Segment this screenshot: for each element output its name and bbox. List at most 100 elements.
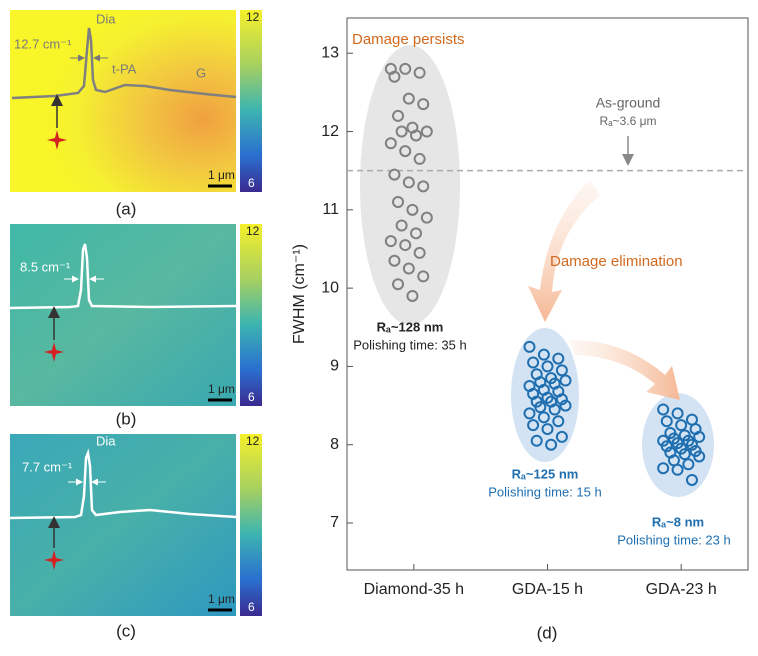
point (548, 403, 561, 416)
y-tick-label: 11 (322, 201, 339, 218)
point (541, 423, 554, 436)
point (392, 278, 405, 291)
point (388, 254, 401, 267)
point (559, 374, 572, 387)
point (527, 419, 540, 432)
annotation: Damage persists (352, 31, 465, 48)
point (530, 434, 543, 447)
annotation: G (196, 65, 206, 80)
point (395, 219, 408, 232)
point (420, 125, 433, 138)
scale-bar-label: 1 μm (208, 382, 235, 396)
point (417, 180, 430, 193)
point (678, 448, 691, 461)
point (682, 458, 695, 471)
panel-b: 12 6 8.5 cm⁻¹ 1 μm (b) (9, 224, 262, 428)
colorbar-tick: 12 (246, 224, 260, 238)
y-tick-label: 12 (321, 123, 339, 140)
colorbar-tick: 6 (248, 600, 255, 614)
y-tick-label: 13 (321, 44, 339, 61)
point (685, 473, 698, 486)
group-label: Rₐ~128 nm (377, 319, 444, 334)
panel-a: 12 6 Dia 12.7 cm⁻¹ t-PA G 1 μm (a) (10, 10, 262, 218)
point (392, 109, 405, 122)
annotation: t-PA (112, 61, 137, 76)
x-tick-label: GDA-23 h (646, 581, 717, 598)
point (657, 403, 670, 416)
star (47, 130, 67, 150)
width-label: 12.7 cm⁻¹ (14, 36, 72, 51)
width-label: 8.5 cm⁻¹ (20, 259, 71, 274)
peak-label: Dia (96, 11, 116, 26)
panel-c: 12 6 Dia 7.7 cm⁻¹ 1 μm (c) (9, 433, 262, 640)
point (552, 415, 565, 428)
point (413, 246, 426, 259)
panel-label: (c) (116, 621, 136, 640)
x-tick-label: GDA-15 h (512, 581, 583, 598)
point (660, 440, 673, 453)
point (671, 407, 684, 420)
point (399, 62, 412, 75)
group-sublabel: Polishing time: 15 h (488, 484, 601, 499)
point (523, 407, 536, 420)
point (675, 419, 688, 432)
panel-label: (b) (116, 409, 137, 428)
annotation: As-ground (596, 95, 661, 111)
group-sublabel: Polishing time: 35 h (353, 337, 466, 352)
spectrum (9, 243, 237, 310)
point (534, 401, 547, 414)
point (402, 176, 415, 189)
point (388, 70, 401, 83)
y-tick-label: 7 (330, 514, 339, 531)
point (657, 462, 670, 475)
point (406, 289, 419, 302)
map (10, 434, 236, 616)
colorbar (240, 434, 262, 616)
annotation: Damage elimination (550, 253, 683, 270)
point (402, 92, 415, 105)
spectrum (11, 27, 237, 100)
spectrum (9, 448, 237, 520)
point (399, 145, 412, 158)
point (413, 152, 426, 165)
point (660, 415, 673, 428)
group-label: Rₐ~8 nm (652, 514, 704, 529)
point (402, 262, 415, 275)
scale-bar-label: 1 μm (208, 592, 235, 606)
point (555, 364, 568, 377)
peak-label: Dia (96, 433, 116, 448)
y-tick-label: 10 (321, 279, 339, 296)
point (392, 196, 405, 208)
point (413, 66, 426, 79)
point (410, 129, 423, 142)
map (10, 10, 236, 192)
x-tick-label: Diamond-35 h (364, 581, 465, 598)
point (388, 168, 401, 181)
colorbar (240, 224, 262, 406)
map (10, 224, 236, 406)
colorbar-tick: 6 (248, 176, 255, 190)
width-label: 7.7 cm⁻¹ (22, 459, 73, 474)
panel-label: (a) (116, 199, 137, 218)
colorbar-tick: 12 (246, 434, 260, 448)
point (693, 450, 706, 463)
point (384, 235, 397, 248)
point (537, 411, 550, 424)
point (555, 393, 568, 406)
point (559, 399, 572, 412)
y-tick-label: 9 (330, 358, 339, 375)
annotation: Rₐ~3.6 μm (599, 114, 656, 128)
arrow (528, 180, 600, 322)
chart: Damage persists As-ground Rₐ~3.6 μm Dama… (291, 17, 749, 642)
colorbar-tick: 12 (246, 10, 260, 24)
y-tick-label: 8 (330, 436, 339, 453)
colorbar (240, 10, 262, 192)
star (44, 550, 64, 570)
panel-label: (d) (537, 623, 558, 642)
group-ellipse (360, 45, 460, 325)
scale-bar-label: 1 μm (208, 168, 235, 182)
point (693, 430, 706, 443)
star (44, 342, 64, 362)
colorbar-tick: 6 (248, 390, 255, 404)
point (545, 438, 558, 451)
